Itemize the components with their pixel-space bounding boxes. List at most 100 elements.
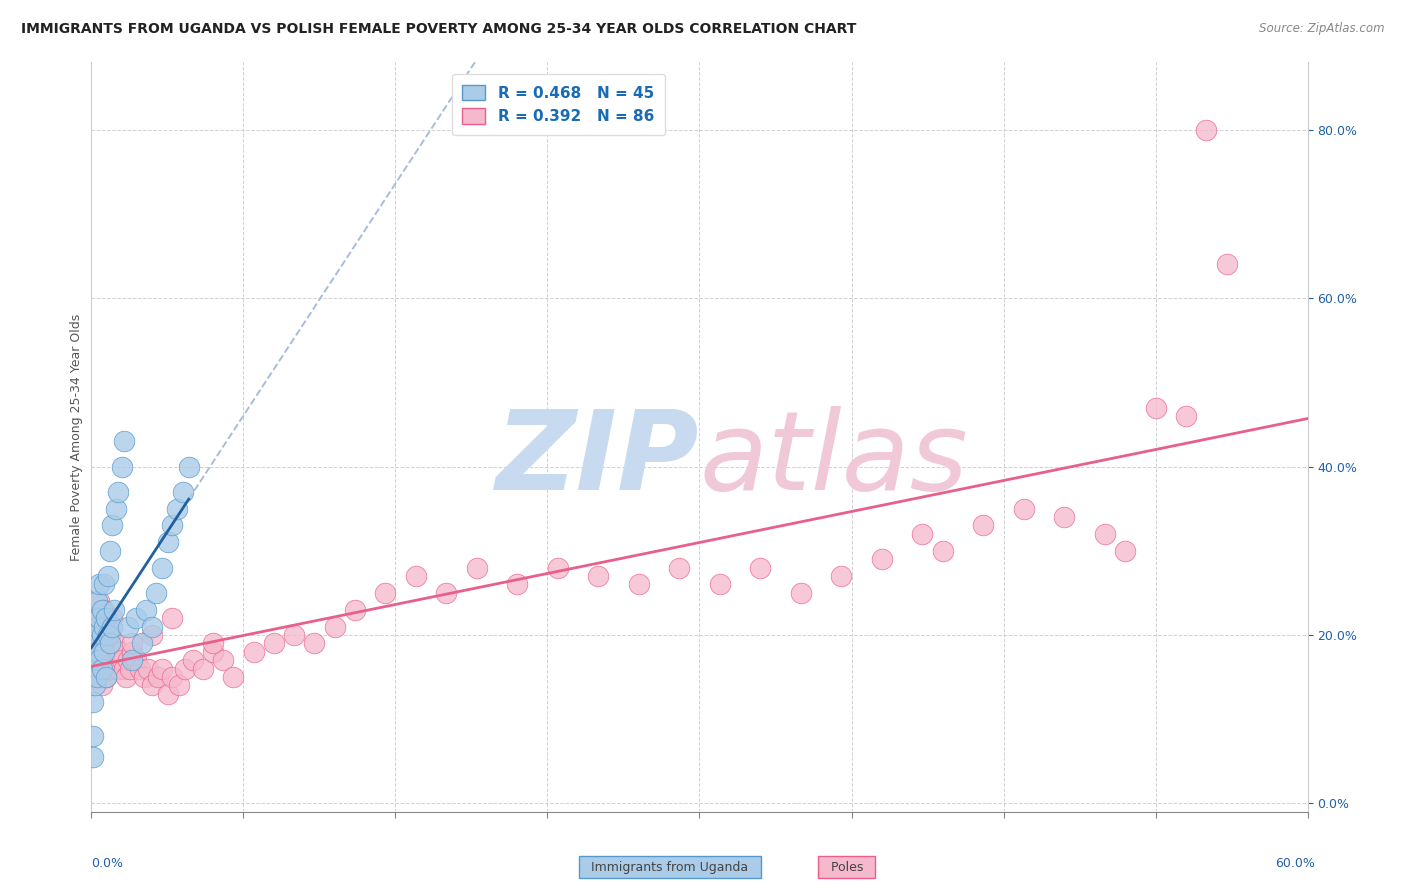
Point [89,628,111,642]
Point [112,662,135,676]
Point [323,619,346,633]
Point [132,670,155,684]
Point [145,586,167,600]
Point [304,636,326,650]
Point [830,569,852,583]
Point [121,653,143,667]
Point [111,653,134,667]
Point [222,670,245,684]
Point [97,628,120,642]
Point [202,645,225,659]
Point [627,577,650,591]
Point [89,662,111,676]
Point [1144,401,1167,415]
Point [100,611,122,625]
Point [82,750,104,764]
Point [84,653,107,667]
Point [86,619,108,633]
Point [131,636,153,650]
Point [173,662,195,676]
Point [86,670,108,684]
Text: 0.0%: 0.0% [91,857,124,870]
Point [374,586,396,600]
Text: IMMIGRANTS FROM UGANDA VS POLISH FEMALE POVERTY AMONG 25-34 YEAR OLDS CORRELATIO: IMMIGRANTS FROM UGANDA VS POLISH FEMALE … [21,22,856,37]
Point [93,577,115,591]
Point [86,645,108,659]
Point [150,560,173,574]
Point [212,653,235,667]
Point [121,645,143,659]
Point [586,569,609,583]
Point [107,662,129,676]
Point [90,662,112,676]
Point [1215,258,1237,272]
Point [94,670,117,684]
Point [343,602,366,616]
Point [100,518,122,533]
Point [93,619,115,633]
Point [1094,527,1116,541]
Point [1053,510,1076,524]
Point [82,729,104,743]
Point [82,611,104,625]
Point [1012,501,1035,516]
Point [172,484,194,499]
Point [93,602,115,616]
Text: ZIP: ZIP [496,406,699,513]
Point [181,653,204,667]
Point [103,602,125,616]
Point [162,611,184,625]
Point [97,653,120,667]
Point [191,662,214,676]
Point [98,543,121,558]
Point [177,459,200,474]
Point [100,619,122,633]
Point [141,628,163,642]
Point [790,586,813,600]
Point [121,636,143,650]
Point [84,628,107,642]
Point [82,645,104,659]
Point [97,628,120,642]
Point [506,577,529,591]
Text: atlas: atlas [699,406,969,513]
Point [141,619,163,633]
Point [94,611,117,625]
Text: 60.0%: 60.0% [1275,857,1315,870]
Point [90,602,112,616]
Point [709,577,731,591]
Point [202,636,225,650]
Point [242,645,264,659]
Point [98,636,121,650]
Point [129,662,152,676]
Point [148,670,170,684]
Point [283,628,305,642]
Point [166,501,188,516]
Point [84,678,107,692]
Point [100,645,122,659]
Point [1114,543,1136,558]
Point [93,662,115,676]
Point [86,611,108,625]
Point [104,653,127,667]
Text: Immigrants from Uganda: Immigrants from Uganda [583,861,756,873]
Point [90,628,112,642]
Point [136,662,159,676]
Point [93,636,115,650]
Point [98,662,121,676]
Legend: R = 0.468   N = 45, R = 0.392   N = 86: R = 0.468 N = 45, R = 0.392 N = 86 [451,74,665,135]
Point [112,434,135,449]
Point [167,678,190,692]
Point [749,560,772,574]
Point [90,678,112,692]
Point [94,670,117,684]
Point [89,594,111,608]
Point [115,670,138,684]
Point [94,645,117,659]
Point [1175,409,1198,423]
Point [86,594,108,608]
Point [104,501,127,516]
Point [108,645,131,659]
Point [117,619,139,633]
Point [141,678,163,692]
